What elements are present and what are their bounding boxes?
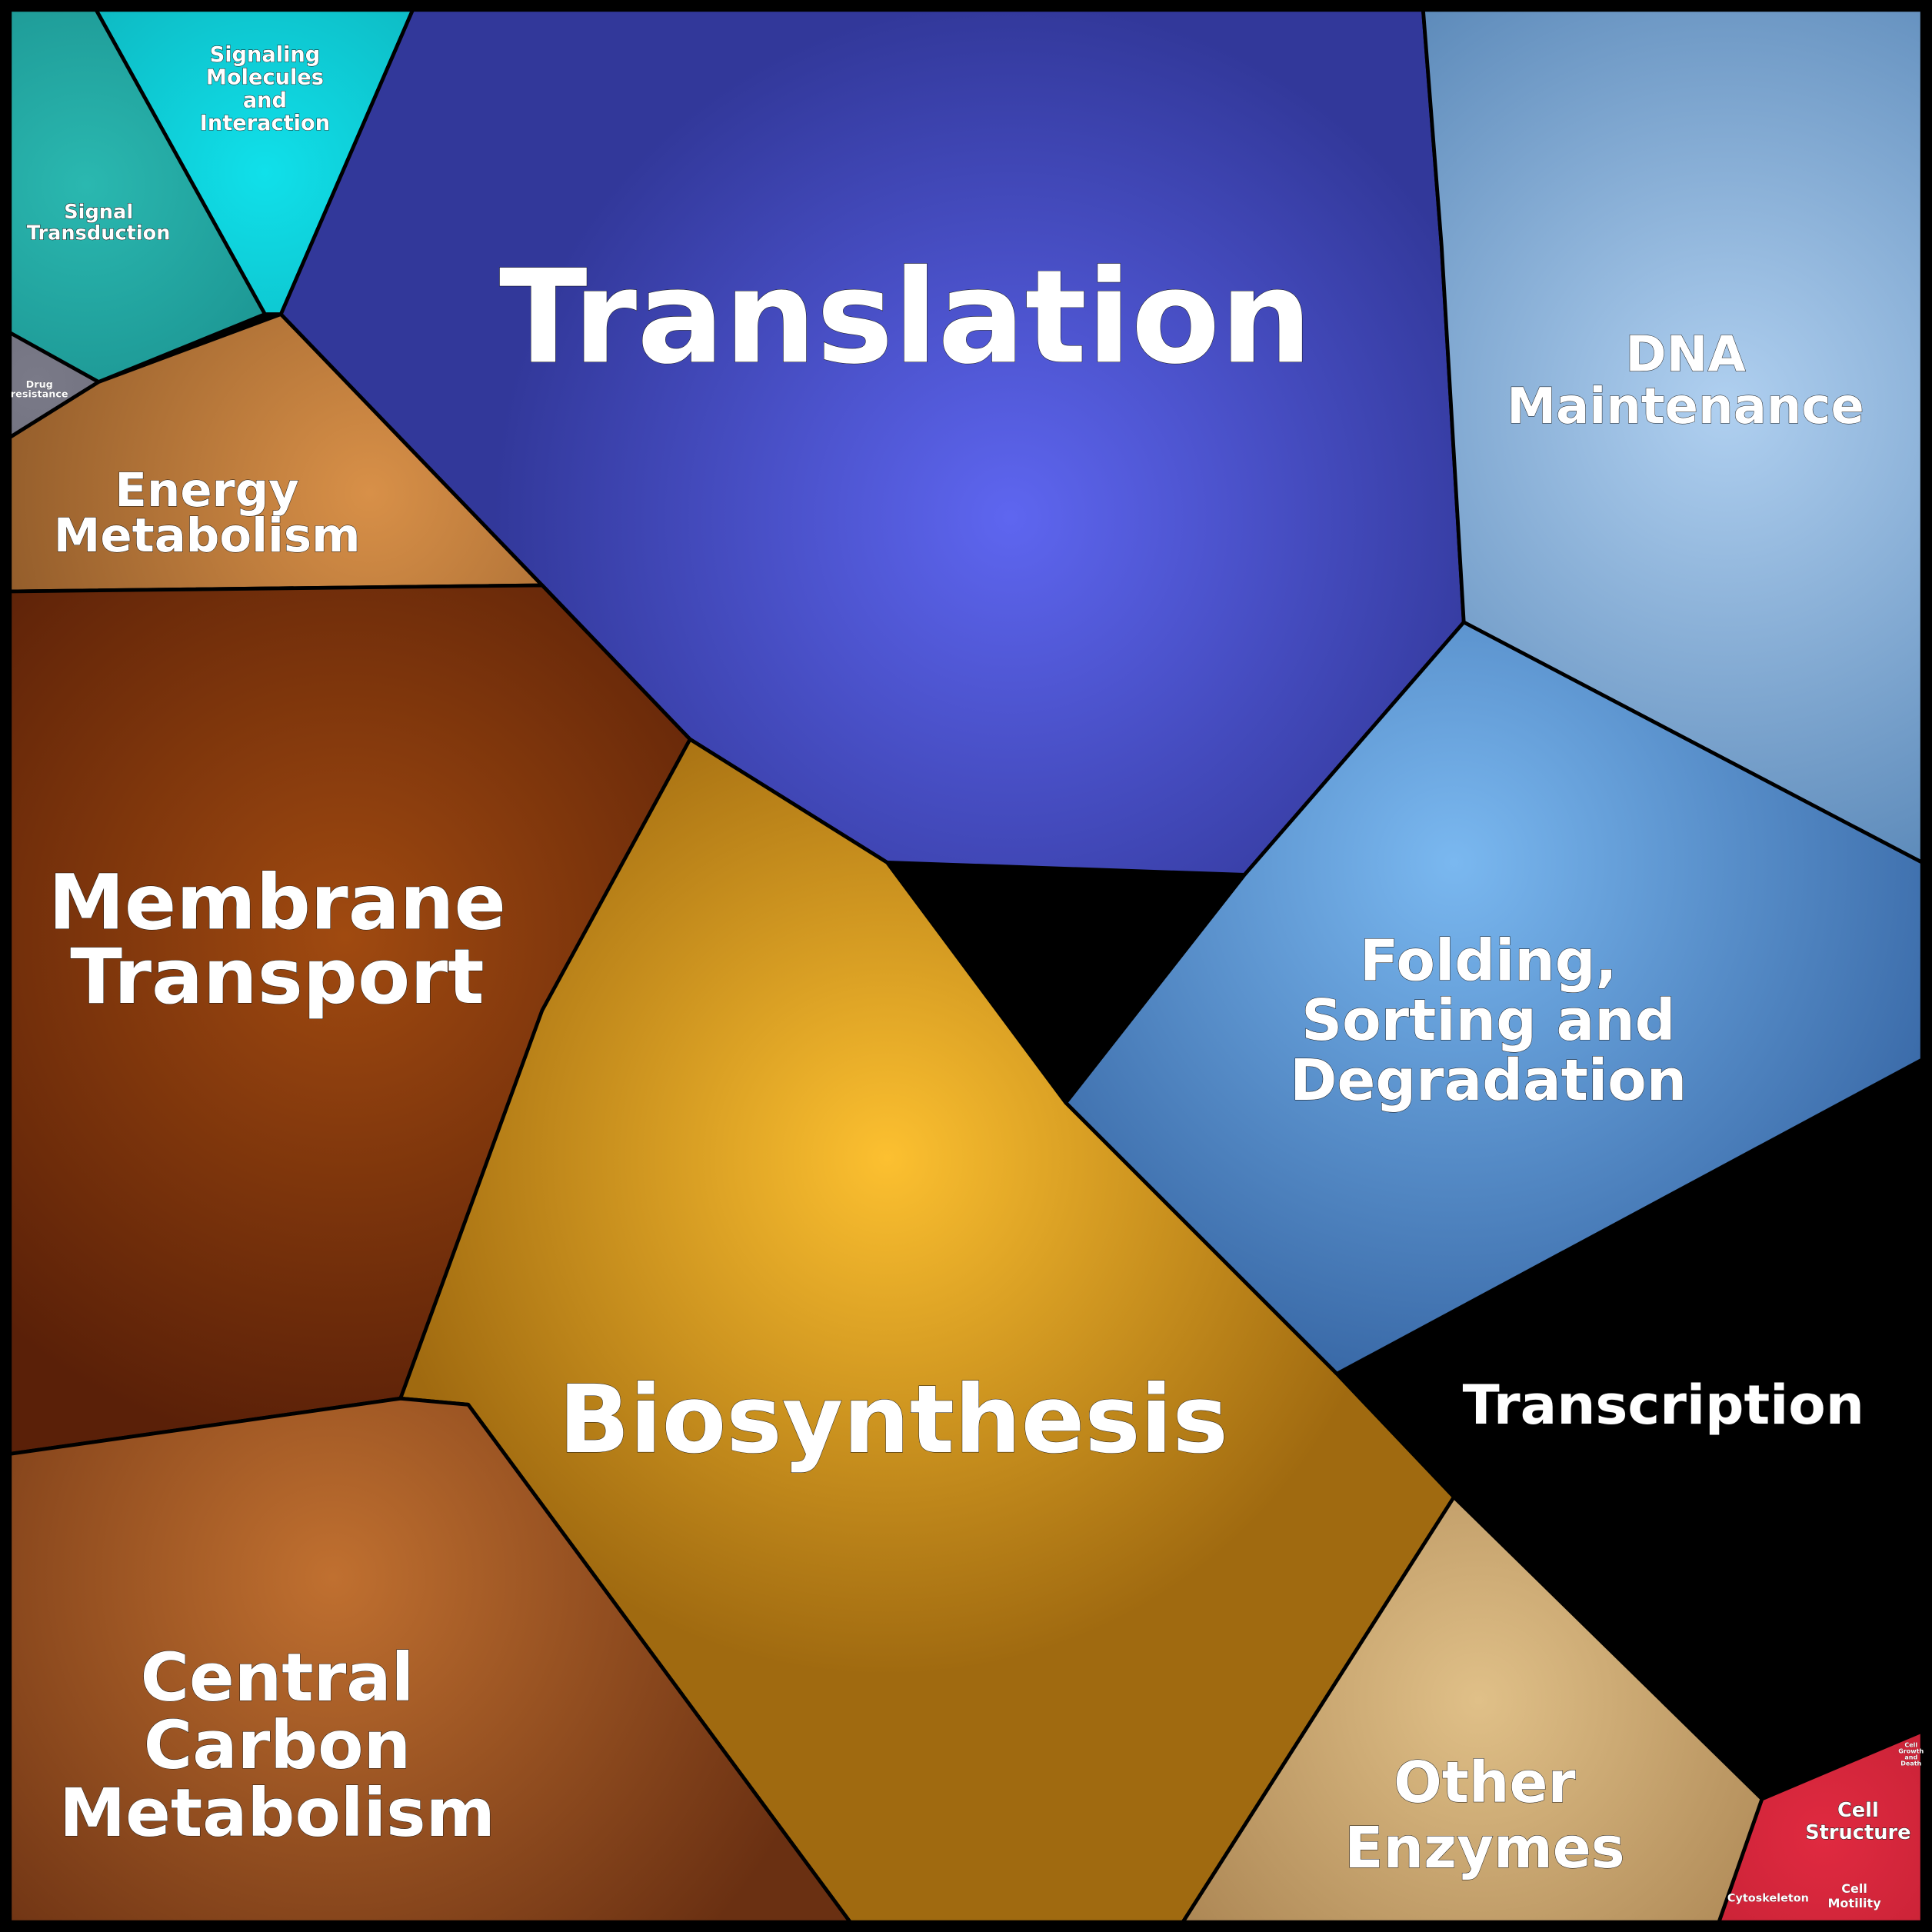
label-line: Cell xyxy=(1904,1741,1917,1748)
label-line: Cell xyxy=(1841,1880,1867,1895)
region xyxy=(1181,1495,1764,1924)
label-line: Central xyxy=(141,1640,415,1717)
label-line: Translation xyxy=(499,242,1312,392)
label-line: Transport xyxy=(70,933,484,1021)
label-line: Other xyxy=(1394,1750,1576,1816)
label-line: Sorting and xyxy=(1301,988,1675,1054)
label-line: Growth xyxy=(1898,1747,1924,1754)
region-label: Transcription xyxy=(1463,1374,1864,1437)
label-line: Motility xyxy=(1827,1896,1881,1910)
region-label: Cell Motility xyxy=(1827,1880,1881,1910)
region-label: Other Enzymes xyxy=(1344,1750,1624,1881)
label-line: DNA xyxy=(1625,326,1746,383)
region-label: Folding, Sorting and Degradation xyxy=(1290,928,1687,1113)
label-line: Cytoskeleton xyxy=(1727,1893,1809,1905)
label-line: Membrane xyxy=(48,859,506,948)
region xyxy=(8,1396,852,1924)
region-label: Cytoskeleton xyxy=(1727,1893,1809,1905)
region-label: Cell Growth and Death xyxy=(1898,1741,1924,1767)
label-line: Signaling xyxy=(210,43,321,67)
label-line: resistance xyxy=(11,388,68,400)
label-line: Energy xyxy=(115,462,298,517)
region-label: Membrane Transport xyxy=(48,859,506,1021)
label-line: Transcription xyxy=(1463,1374,1864,1437)
label-line: Cell xyxy=(1837,1799,1879,1822)
region-label: Central Carbon Metabolism xyxy=(59,1640,495,1852)
label-line: Metabolism xyxy=(54,508,361,563)
label-line: Structure xyxy=(1805,1821,1910,1844)
label-line: Transduction xyxy=(27,222,171,245)
label-line: and xyxy=(1904,1754,1917,1760)
region-label: Energy Metabolism xyxy=(54,462,361,562)
region-label: DNA Maintenance xyxy=(1507,326,1864,435)
label-line: Metabolism xyxy=(59,1775,495,1852)
label-line: Drug xyxy=(26,378,53,390)
label-line: Carbon xyxy=(144,1707,411,1784)
region xyxy=(8,8,267,385)
label-line: Signal xyxy=(64,201,133,224)
label-line: Degradation xyxy=(1290,1048,1687,1114)
region-label: Drug resistance xyxy=(11,378,68,400)
label-line: Biosynthesis xyxy=(558,1365,1228,1474)
region-label: Translation xyxy=(499,242,1312,392)
label-line: and xyxy=(243,88,287,112)
label-line: Molecules xyxy=(206,65,324,89)
label-line: Interaction xyxy=(200,112,330,135)
label-line: Folding, xyxy=(1360,928,1617,994)
label-line: Death xyxy=(1900,1760,1921,1767)
label-line: Enzymes xyxy=(1344,1816,1624,1881)
label-line: Maintenance xyxy=(1507,378,1864,435)
region-label: Signal Transduction xyxy=(27,201,171,245)
region-label: Biosynthesis xyxy=(558,1365,1228,1474)
region-label: Signaling Molecules and Interaction xyxy=(200,43,330,135)
region-label: Cell Structure xyxy=(1805,1799,1910,1844)
